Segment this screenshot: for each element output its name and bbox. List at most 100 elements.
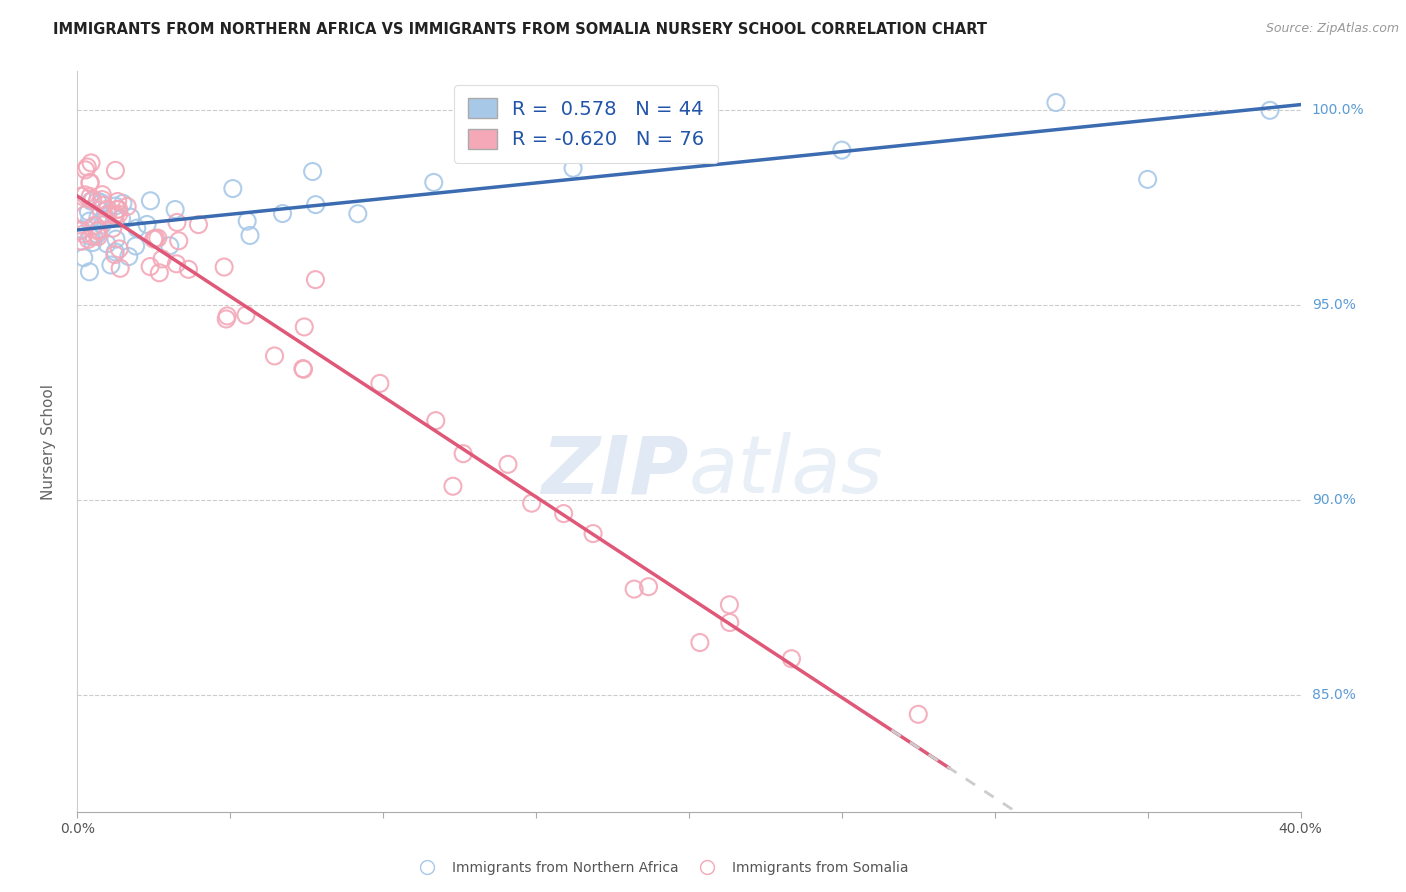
Point [91, 187, 114, 202]
Point [90, 196, 112, 211]
Point [139, 260, 162, 274]
Point [75, 187, 97, 202]
Point [93, 198, 115, 212]
Point [107, 207, 129, 221]
Point [80, 229, 103, 244]
Point [423, 176, 446, 190]
Point [96, 236, 118, 251]
Point [104, 199, 127, 213]
Point [80, 156, 103, 170]
Point [263, 349, 285, 363]
Point [101, 221, 124, 235]
Point [520, 496, 543, 510]
Point [553, 507, 575, 521]
Point [79, 175, 101, 189]
Point [301, 164, 323, 178]
Point [187, 218, 209, 232]
Point [368, 376, 391, 391]
Point [86, 227, 108, 242]
Point [80, 194, 103, 208]
Point [239, 228, 262, 243]
Point [104, 244, 127, 259]
Point [305, 197, 328, 211]
Text: 100.0%: 100.0% [1312, 103, 1364, 118]
Point [77, 232, 100, 246]
Point [291, 361, 314, 376]
Point [451, 447, 474, 461]
Point [562, 161, 585, 176]
Point [165, 202, 187, 217]
Point [82, 235, 104, 250]
Point [104, 232, 127, 246]
Text: 90.0%: 90.0% [1312, 493, 1355, 507]
Point [87, 224, 110, 238]
Point [73, 227, 96, 241]
Text: Source: ZipAtlas.com: Source: ZipAtlas.com [1265, 22, 1399, 36]
Point [115, 200, 138, 214]
Point [496, 458, 519, 472]
Point [70, 189, 93, 203]
Point [177, 262, 200, 277]
Point [79, 265, 101, 279]
Point [167, 234, 190, 248]
Point [69, 224, 91, 238]
Point [148, 266, 170, 280]
Point [86, 194, 108, 208]
Point [76, 160, 98, 174]
Point [1258, 103, 1281, 118]
Point [111, 196, 134, 211]
Point [87, 222, 110, 236]
Point [292, 362, 315, 376]
Point [100, 258, 122, 272]
Point [82, 193, 104, 207]
Point [79, 176, 101, 190]
Point [142, 232, 165, 246]
Point [79, 189, 101, 203]
Point [689, 635, 711, 649]
Point [780, 651, 803, 665]
Point [637, 580, 659, 594]
Point [217, 309, 239, 323]
Point [105, 202, 128, 217]
Point [1045, 95, 1067, 110]
Point [271, 206, 294, 220]
Point [222, 181, 245, 195]
Point [215, 312, 238, 326]
Legend: R =  0.578   N = 44, R = -0.620   N = 76: R = 0.578 N = 44, R = -0.620 N = 76 [454, 85, 718, 162]
Point [104, 209, 127, 223]
Point [124, 239, 146, 253]
Point [292, 320, 315, 334]
Point [104, 247, 127, 261]
Point [304, 272, 326, 286]
Point [79, 214, 101, 228]
Point [87, 229, 110, 244]
Point [235, 308, 257, 322]
Point [346, 207, 368, 221]
Point [582, 526, 605, 541]
Y-axis label: Nursery School: Nursery School [42, 384, 56, 500]
Point [118, 250, 141, 264]
Point [75, 162, 97, 177]
Point [165, 257, 187, 271]
Point [1136, 172, 1159, 186]
Point [159, 239, 181, 253]
Point [607, 142, 630, 156]
Point [907, 707, 929, 722]
Point [718, 598, 741, 612]
Point [145, 231, 167, 245]
Point [87, 210, 110, 224]
Point [97, 207, 120, 221]
Point [125, 221, 148, 235]
Point [236, 214, 259, 228]
Point [107, 202, 129, 216]
Text: 85.0%: 85.0% [1312, 688, 1355, 702]
Legend: Immigrants from Northern Africa, Immigrants from Somalia: Immigrants from Northern Africa, Immigra… [408, 855, 914, 880]
Point [107, 194, 129, 209]
Text: 95.0%: 95.0% [1312, 298, 1355, 312]
Point [831, 143, 853, 157]
Point [73, 251, 96, 265]
Point [70, 234, 93, 248]
Point [108, 242, 131, 256]
Point [83, 219, 105, 233]
Point [166, 215, 188, 229]
